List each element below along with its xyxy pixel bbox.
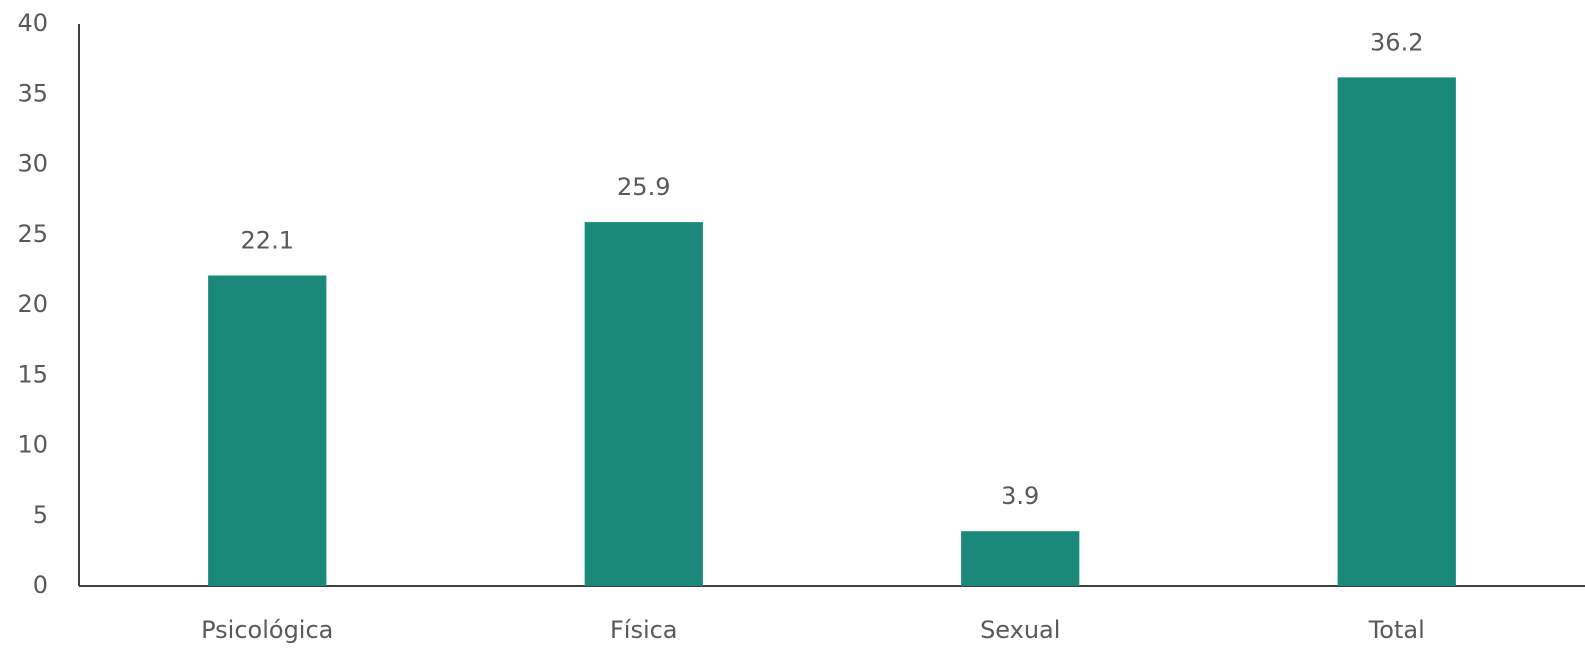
y-tick-label: 40 <box>17 9 48 37</box>
y-tick-label: 20 <box>17 290 48 318</box>
y-tick-label: 35 <box>17 79 48 107</box>
y-tick-label: 30 <box>17 150 48 178</box>
data-label: 22.1 <box>241 226 294 254</box>
y-tick-label: 10 <box>17 431 48 459</box>
y-tick-label: 25 <box>17 220 48 248</box>
data-label: 25.9 <box>617 173 670 201</box>
bar <box>961 531 1080 586</box>
bar <box>1337 77 1456 586</box>
x-tick-label: Sexual <box>980 616 1060 644</box>
x-tick-label: Psicológica <box>201 616 333 644</box>
data-label: 36.2 <box>1370 28 1423 56</box>
data-label: 3.9 <box>1001 482 1039 510</box>
x-tick-label: Física <box>610 616 678 644</box>
bar <box>208 275 327 586</box>
y-tick-label: 0 <box>33 571 48 599</box>
y-tick-label: 5 <box>33 501 48 529</box>
y-tick-label: 15 <box>17 360 48 388</box>
bar <box>584 222 703 587</box>
x-tick-label: Total <box>1368 616 1425 644</box>
